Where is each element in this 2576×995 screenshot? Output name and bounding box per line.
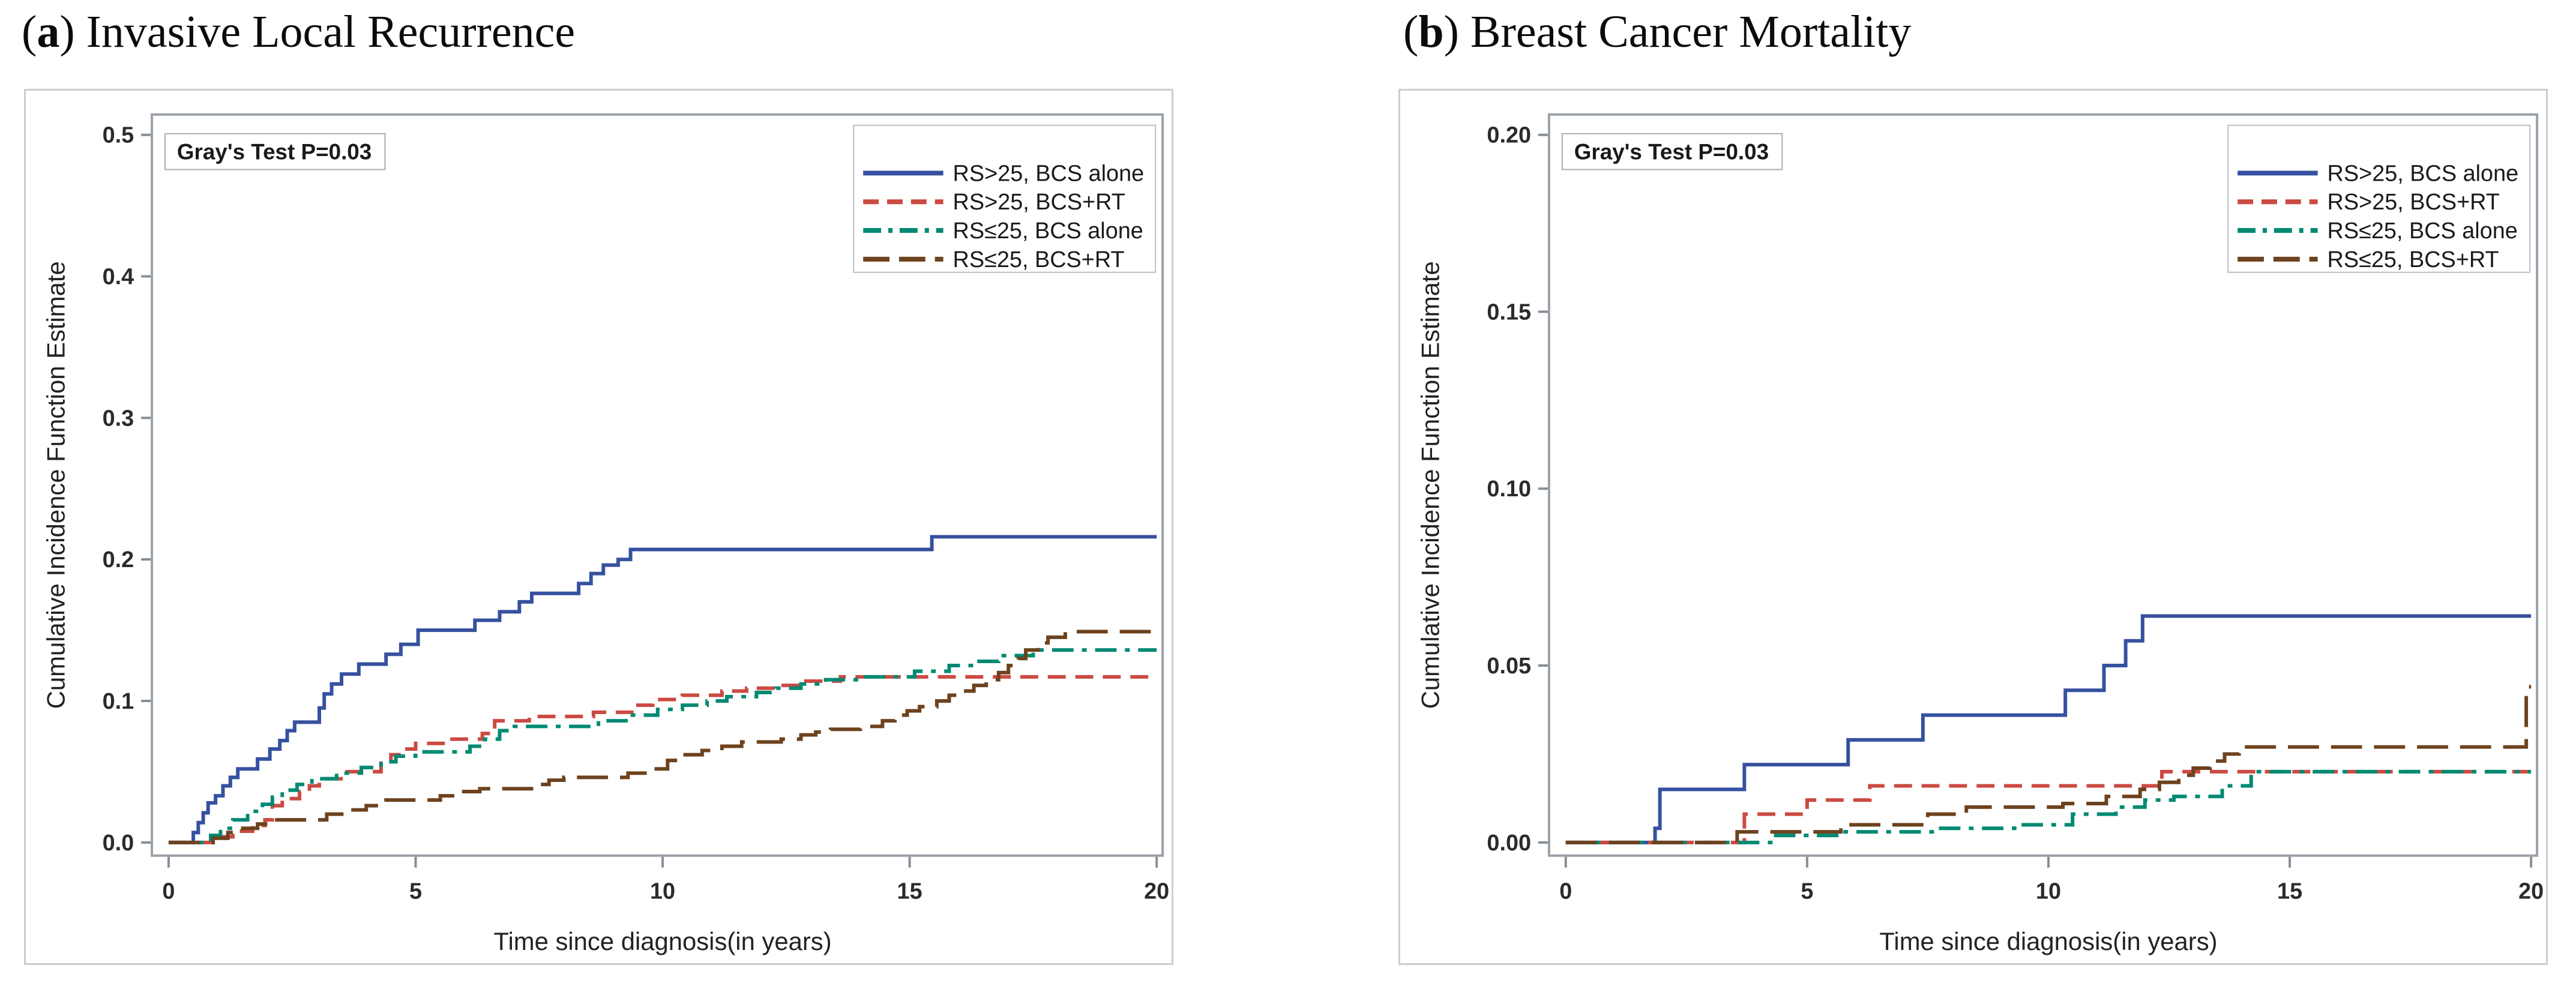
y-tick-label: 0.10 bbox=[1487, 476, 1531, 502]
legend-label-rs-25-bcs-alone: RS>25, BCS alone bbox=[953, 161, 1145, 186]
panel-a-title-text: Invasive Local Recurrence bbox=[86, 7, 576, 57]
x-tick-label: 5 bbox=[1801, 879, 1813, 904]
y-tick-label: 0.5 bbox=[103, 123, 134, 148]
x-tick-label: 5 bbox=[409, 879, 422, 904]
chart-frame-b: 0 5 10 15 20 0.00 0.05 0.10 0.15 0.20 Time since d… bbox=[1398, 89, 2548, 965]
x-tick-label: 10 bbox=[650, 879, 675, 904]
x-tick-label: 20 bbox=[1144, 879, 1169, 904]
y-tick-label: 0.00 bbox=[1487, 831, 1531, 856]
panel-b-title: (b) Breast Cancer Mortality bbox=[1403, 6, 1911, 58]
annotation-text: Gray's Test P=0.03 bbox=[1574, 140, 1769, 164]
paren-close: ) bbox=[59, 7, 86, 57]
panel-a-letter: a bbox=[37, 7, 60, 57]
paren-open: ( bbox=[22, 7, 37, 57]
legend-label-rs-25-bcs-alone: RS≤25, BCS alone bbox=[2328, 218, 2518, 244]
panel-b-letter: b bbox=[1418, 7, 1444, 57]
series-line-rs-25-bcs-alone bbox=[168, 535, 1157, 844]
series-line-rs-25-bcs-rt bbox=[1565, 685, 2532, 844]
x-tick-label: 15 bbox=[2277, 879, 2302, 904]
legend-label-rs-25-bcs-alone: RS>25, BCS alone bbox=[2328, 161, 2519, 186]
annotation-box bbox=[1561, 133, 1783, 170]
legend-label-rs-25-bcs-rt: RS>25, BCS+RT bbox=[2328, 190, 2500, 215]
paren-close: ) bbox=[1443, 7, 1470, 57]
series-line-rs-25-bcs-alone bbox=[168, 648, 1157, 844]
chart-b: 0 5 10 15 20 0.00 0.05 0.10 0.15 0.20 Time since d… bbox=[1416, 113, 2544, 955]
x-tick-label: 0 bbox=[162, 879, 175, 904]
legend-label-rs-25-bcs-alone: RS≤25, BCS alone bbox=[953, 218, 1143, 244]
x-axis-title: Time since diagnosis(in years) bbox=[493, 927, 831, 955]
annotation-box bbox=[164, 133, 386, 170]
x-tick-label: 20 bbox=[2518, 879, 2544, 904]
plot-box bbox=[151, 113, 1164, 857]
y-axis-title: Cumulative Incidence Function Estimate bbox=[42, 261, 70, 709]
y-tick-label: 0.0 bbox=[103, 831, 134, 856]
panel-a-title: (a) Invasive Local Recurrence bbox=[22, 6, 575, 58]
x-axis-title: Time since diagnosis(in years) bbox=[1879, 927, 2217, 955]
series-line-rs-25-bcs-alone bbox=[1565, 769, 2532, 844]
y-tick-label: 0.4 bbox=[103, 264, 134, 289]
series-line-rs-25-bcs-rt bbox=[1565, 769, 2532, 844]
x-tick-label: 0 bbox=[1559, 879, 1572, 904]
legend-box bbox=[853, 124, 1157, 273]
y-tick-label: 0.05 bbox=[1487, 654, 1531, 679]
legend-label-rs-25-bcs-rt: RS>25, BCS+RT bbox=[953, 190, 1125, 215]
y-axis-title: Cumulative Incidence Function Estimate bbox=[1416, 261, 1445, 709]
paren-open: ( bbox=[1403, 7, 1419, 57]
y-tick-label: 0.2 bbox=[103, 547, 134, 573]
annotation-text: Gray's Test P=0.03 bbox=[177, 140, 372, 164]
legend-box bbox=[2227, 124, 2531, 273]
plot-box bbox=[1547, 113, 2539, 857]
chart-a: 0 5 10 15 20 0.0 0.1 0.2 0.3 0.4 0.5 Time since dia… bbox=[42, 113, 1169, 955]
y-tick-label: 0.20 bbox=[1487, 123, 1531, 148]
y-tick-label: 0.15 bbox=[1487, 299, 1531, 325]
legend-label-rs-25-bcs-rt: RS≤25, BCS+RT bbox=[953, 247, 1125, 272]
chart-frame-a: 0 5 10 15 20 0.0 0.1 0.2 0.3 0.4 0.5 Time since dia… bbox=[24, 89, 1173, 965]
series-line-rs-25-bcs-rt bbox=[168, 630, 1157, 844]
x-tick-label: 10 bbox=[2036, 879, 2061, 904]
y-tick-label: 0.1 bbox=[103, 689, 134, 714]
legend-label-rs-25-bcs-rt: RS≤25, BCS+RT bbox=[2328, 247, 2499, 272]
series-line-rs-25-bcs-alone bbox=[1565, 614, 2532, 844]
panel-b-title-text: Breast Cancer Mortality bbox=[1470, 7, 1912, 57]
x-tick-label: 15 bbox=[897, 879, 922, 904]
y-tick-label: 0.3 bbox=[103, 406, 134, 431]
series-line-rs-25-bcs-rt bbox=[168, 675, 1157, 844]
